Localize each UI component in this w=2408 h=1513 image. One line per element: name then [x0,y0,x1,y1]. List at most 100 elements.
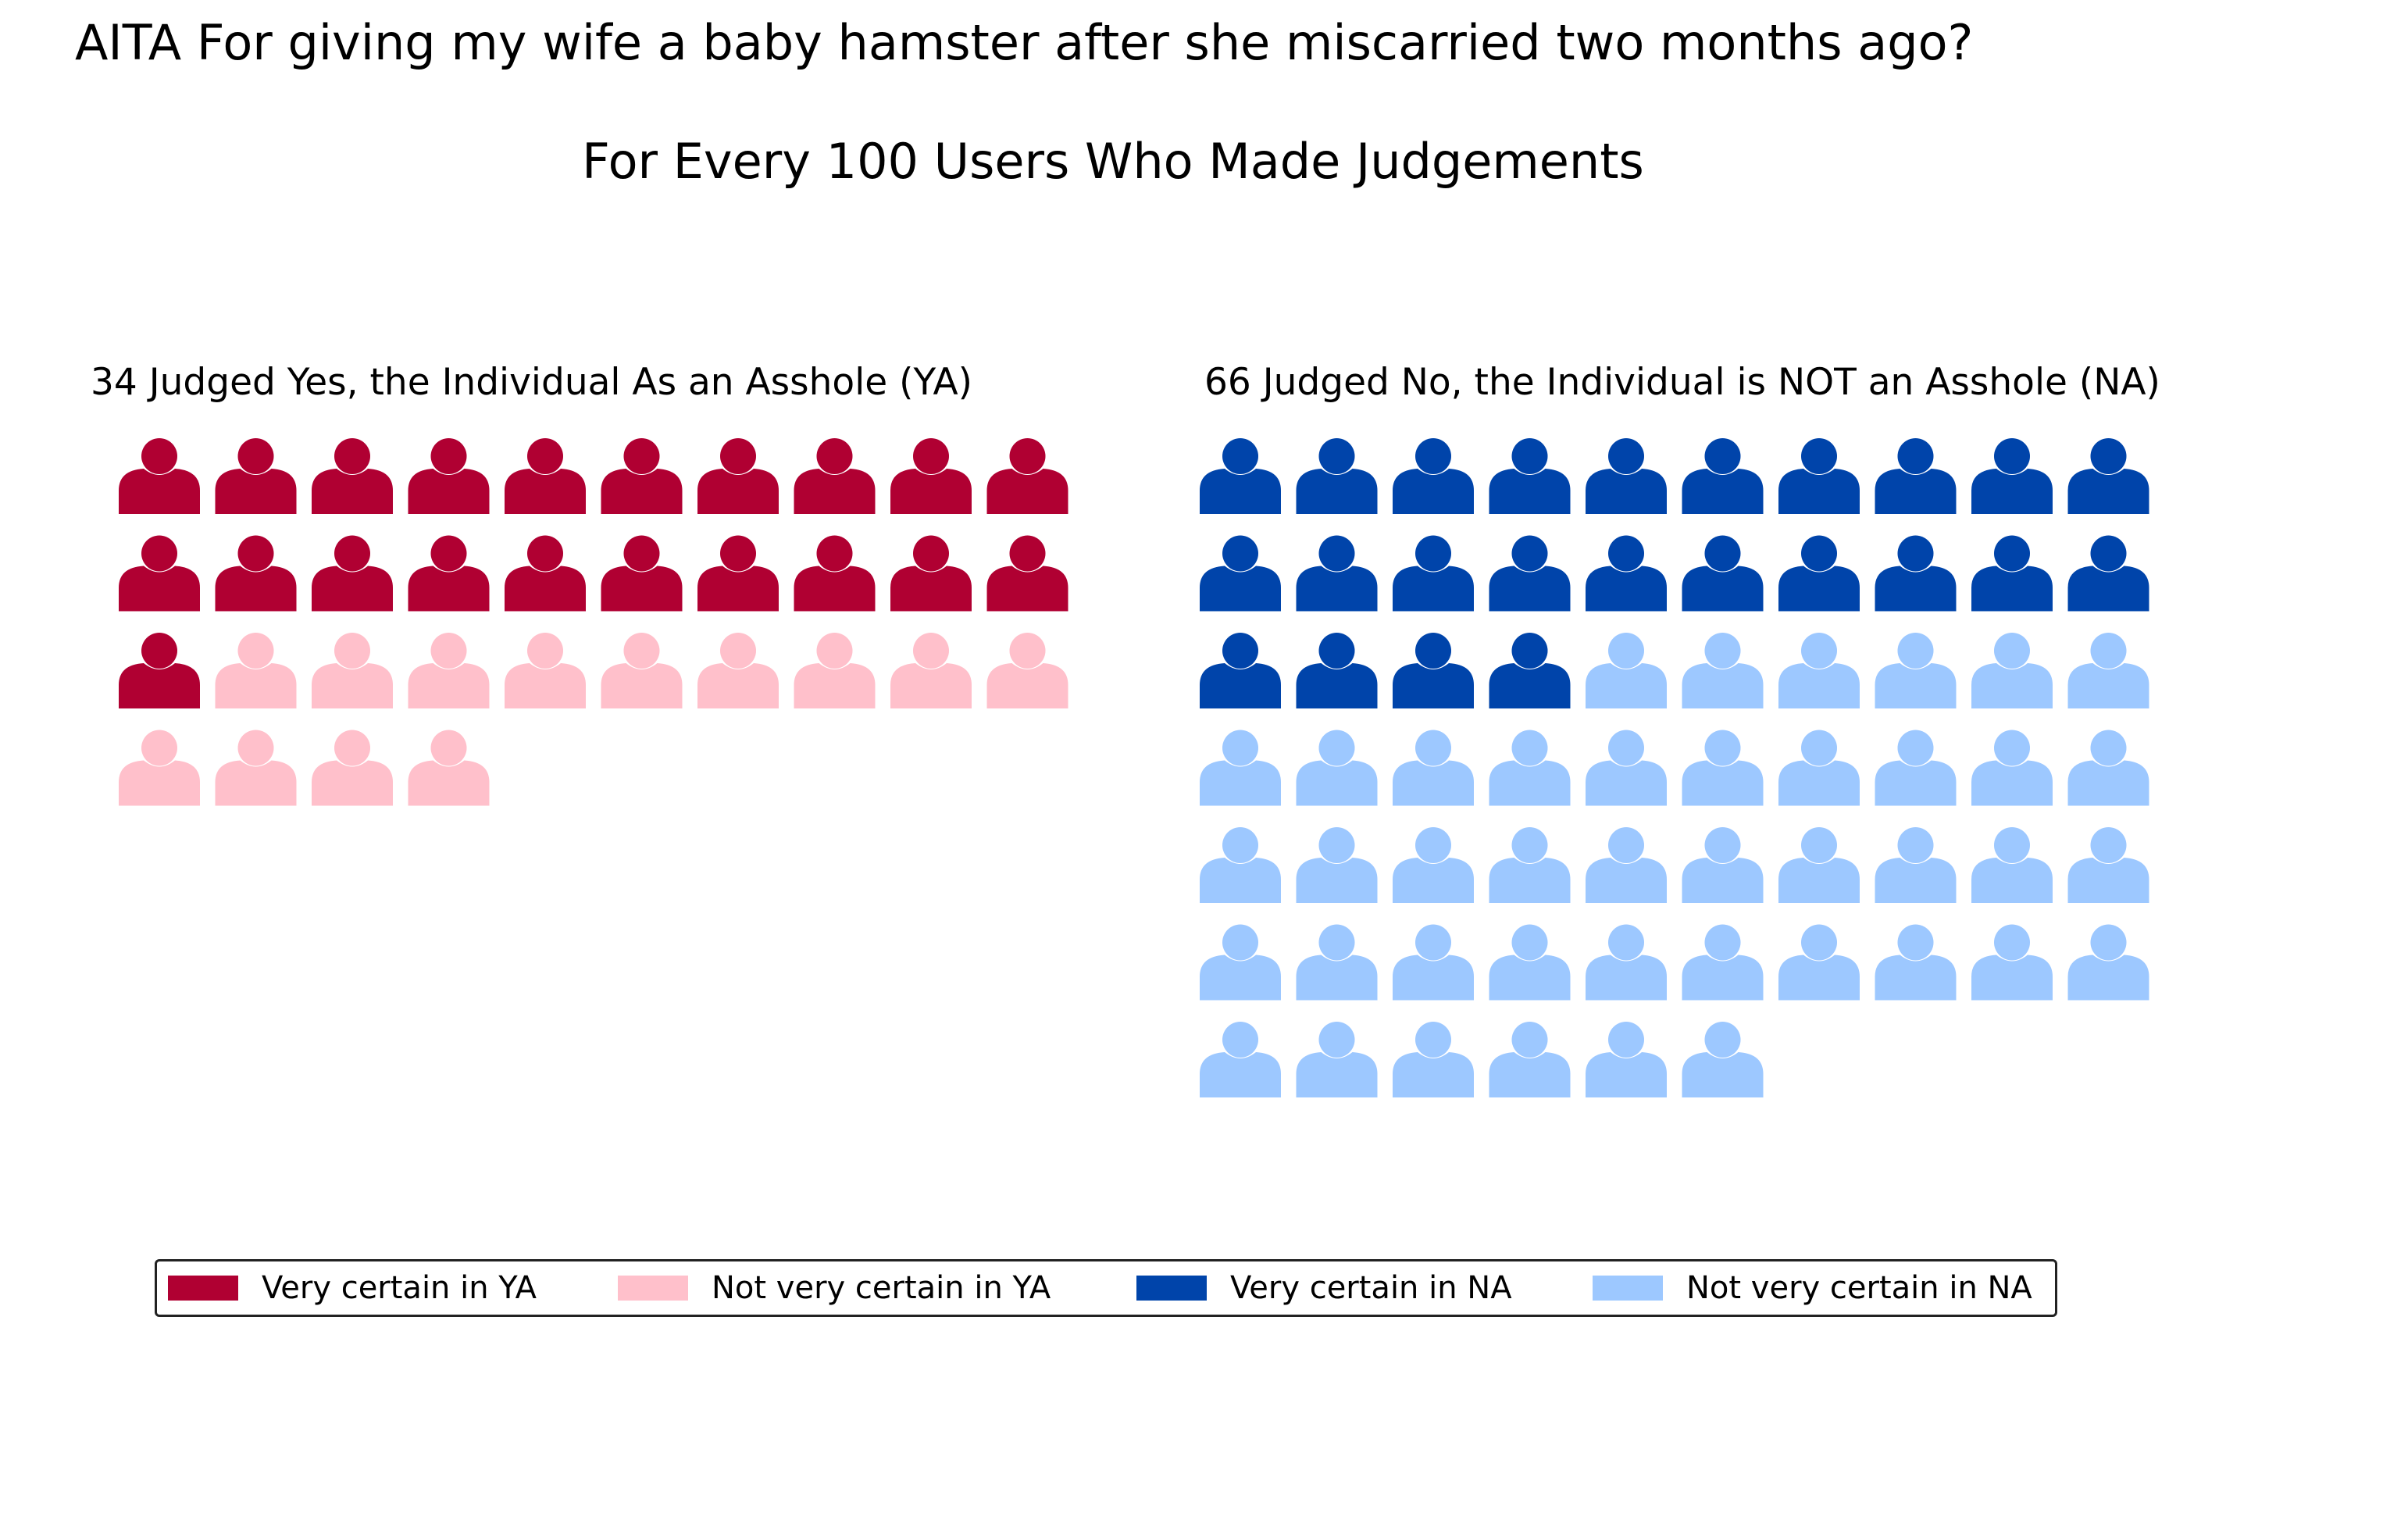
person-icon [1296,438,1378,514]
person-icon [312,633,393,708]
person-icon [1586,1022,1667,1097]
person-icon [1200,827,1281,903]
person-icon [1586,924,1667,1001]
person-icon [1875,535,1957,612]
person-icon [215,438,297,514]
person-icon [601,438,683,514]
person-icon [215,730,297,806]
person-icon [1875,730,1957,806]
person-icon [1393,827,1474,903]
person-icon [794,535,876,612]
person-icon [1393,1022,1474,1097]
person-icon [2067,730,2149,806]
person-icon [1586,827,1667,903]
person-icon [408,535,490,612]
panel-label-na: 66 Judged No, the Individual is NOT an A… [1204,361,2160,404]
person-icon [119,438,200,514]
legend-item-not-very-certain-na: Not very certain in NA [1593,1261,2032,1315]
person-icon [1393,633,1474,708]
person-icon [1296,633,1378,708]
person-icon [890,633,972,708]
person-icon [1393,924,1474,1001]
person-icon [2067,924,2149,1001]
person-icon [1296,1022,1378,1097]
person-icon [1778,730,1860,806]
person-icon [1778,535,1860,612]
person-icon [1682,827,1764,903]
panel-label-ya: 34 Judged Yes, the Individual As an Assh… [91,361,972,404]
person-icon [2067,827,2149,903]
person-icon [1971,827,2053,903]
person-icon [2067,633,2149,708]
person-icon [986,633,1068,708]
person-icon [505,438,586,514]
person-icon [1682,438,1764,514]
person-icon [1586,730,1667,806]
person-icon [1586,438,1667,514]
legend-swatch [1136,1276,1207,1301]
person-icon [1778,827,1860,903]
person-icon [601,633,683,708]
person-icon [794,633,876,708]
person-icon [1296,924,1378,1001]
person-icon [1200,633,1281,708]
person-icon [1682,633,1764,708]
person-icon [505,535,586,612]
person-icon [119,730,200,806]
person-icon [1778,438,1860,514]
person-icon [1489,438,1571,514]
person-icon [697,633,779,708]
legend-item-very-certain-na: Very certain in NA [1136,1261,1512,1315]
person-icon [1489,924,1571,1001]
person-icon [1393,438,1474,514]
person-icon [1489,535,1571,612]
person-icon [1489,1022,1571,1097]
person-icon [1971,633,2053,708]
legend-swatch [168,1276,238,1301]
person-icon [1971,730,2053,806]
legend-item-very-certain-ya: Very certain in YA [168,1261,537,1315]
person-icon [1200,438,1281,514]
person-icon [215,535,297,612]
person-icon [312,535,393,612]
person-icon [1586,535,1667,612]
person-icon [1682,1022,1764,1097]
person-icon [697,438,779,514]
legend-item-not-very-certain-ya: Not very certain in YA [618,1261,1051,1315]
person-icon [2067,438,2149,514]
person-icon [119,535,200,612]
person-icon [1778,924,1860,1001]
legend: Very certain in YA Not very certain in Y… [155,1259,2057,1317]
person-icon [1875,827,1957,903]
person-icon [2067,535,2149,612]
person-icon [1489,827,1571,903]
person-icon [1200,924,1281,1001]
person-icon [1875,438,1957,514]
person-icon [1489,730,1571,806]
legend-swatch [1593,1276,1663,1301]
person-icon [1971,535,2053,612]
person-icon [408,730,490,806]
person-icon [1682,535,1764,612]
person-icon [794,438,876,514]
person-icon [1200,535,1281,612]
person-icon [1875,924,1957,1001]
legend-label: Very certain in NA [1230,1270,1512,1306]
person-icon [312,730,393,806]
chart-title: AITA For giving my wife a baby hamster a… [75,14,1974,71]
person-icon [890,535,972,612]
person-icon [312,438,393,514]
legend-label: Not very certain in NA [1686,1270,2032,1306]
person-icon [1682,924,1764,1001]
person-icon [1200,730,1281,806]
person-icon [505,633,586,708]
person-icon [1393,730,1474,806]
person-icon [408,633,490,708]
legend-label: Very certain in YA [262,1270,537,1306]
person-icon [1296,730,1378,806]
person-icon [1875,633,1957,708]
person-icon [986,535,1068,612]
person-icon [1586,633,1667,708]
person-icon [1296,827,1378,903]
